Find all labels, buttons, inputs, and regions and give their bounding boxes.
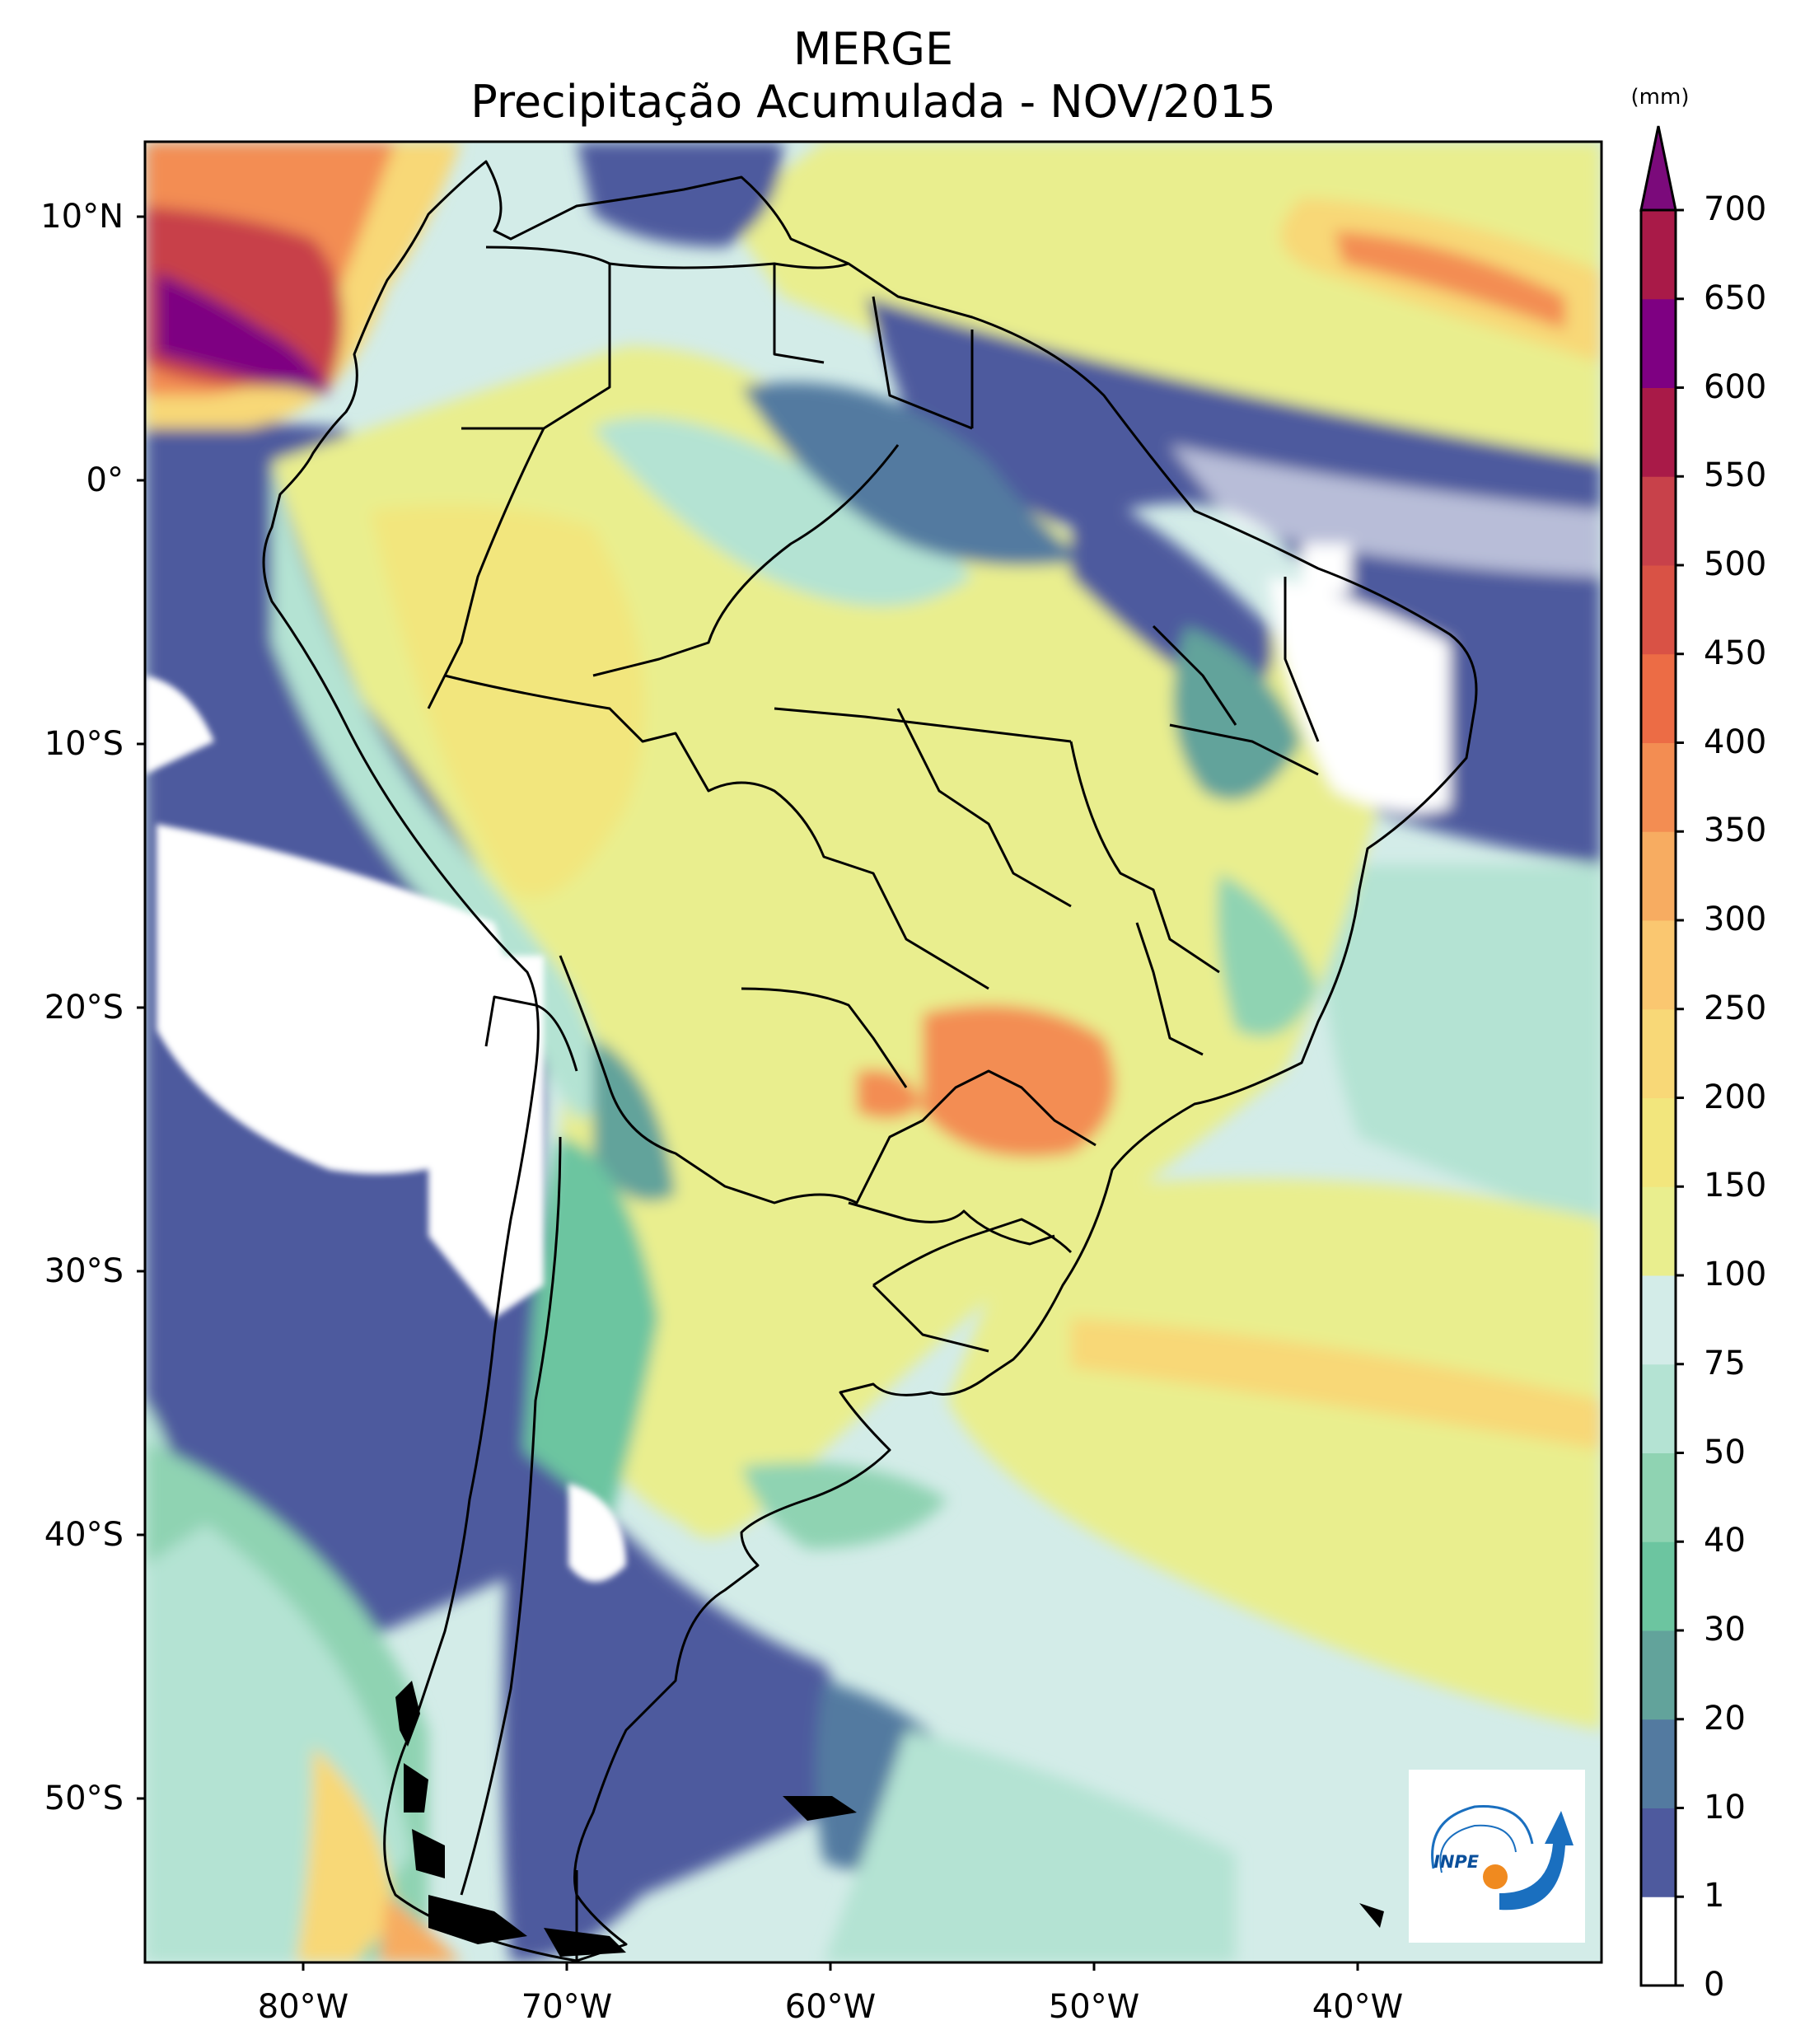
colorbar-level-label: 20 xyxy=(1704,1699,1746,1738)
lon-label-80w: 80°W xyxy=(257,1988,349,2026)
colorbar-level-label: 550 xyxy=(1704,456,1767,495)
colorbar-level-label: 250 xyxy=(1704,989,1767,1027)
colorbar-level-label: 150 xyxy=(1704,1167,1767,1205)
colorbar-level-label: 600 xyxy=(1704,367,1767,406)
colorbar-segment xyxy=(1641,565,1676,655)
colorbar-segment xyxy=(1641,920,1676,1010)
south-america-outline xyxy=(262,160,1478,1962)
inpe-logo-graphic xyxy=(1431,1805,1574,1911)
colorbar-level-label: 50 xyxy=(1704,1433,1746,1471)
colorbar-segment xyxy=(1641,1897,1676,1986)
colorbar-level-label: 0 xyxy=(1704,1966,1725,2004)
colorbar-level-label: 10 xyxy=(1704,1788,1746,1827)
colorbar-segment xyxy=(1641,653,1676,743)
colorbar-segment xyxy=(1641,298,1676,388)
lon-label-60w: 60°W xyxy=(784,1988,877,2026)
colorbar-level-label: 100 xyxy=(1704,1256,1767,1293)
lon-label-40w: 40°W xyxy=(1312,1988,1404,2026)
colorbar-extend-arrow xyxy=(1639,125,1677,212)
colorbar-level-label: 500 xyxy=(1704,545,1767,583)
colorbar-segment xyxy=(1641,1630,1676,1720)
lat-label-10s: 10°S xyxy=(44,725,124,763)
colorbar-segment xyxy=(1641,1363,1676,1453)
colorbar-level-label: 1 xyxy=(1704,1877,1725,1915)
colorbar-level-label: 30 xyxy=(1704,1611,1746,1649)
colorbar-segment xyxy=(1641,831,1676,921)
colorbar-segment xyxy=(1641,1097,1676,1187)
colorbar-segment xyxy=(1641,476,1676,566)
colorbar-level-label: 200 xyxy=(1704,1078,1767,1116)
colorbar-level-label: 700 xyxy=(1704,190,1767,228)
lat-label-0: 0° xyxy=(86,461,124,499)
inpe-logo-text: INPE xyxy=(1433,1852,1480,1872)
coastline-borders xyxy=(262,160,1478,1962)
colorbar-segment xyxy=(1641,1452,1676,1542)
map-subtitle: Precipitação Acumulada - NOV/2015 xyxy=(470,76,1276,128)
colorbar-level-label: 300 xyxy=(1704,900,1767,938)
title-block: MERGE Precipitação Acumulada - NOV/2015 xyxy=(145,0,1602,140)
lat-label-20s: 20°S xyxy=(44,989,124,1027)
colorbar-segment xyxy=(1641,1186,1676,1276)
lat-label-10n: 10°N xyxy=(40,198,124,236)
colorbar-segment xyxy=(1641,210,1676,300)
map-ticks xyxy=(137,215,1359,1971)
colorbar-segment xyxy=(1641,1541,1676,1631)
inpe-logo: INPE xyxy=(1409,1770,1585,1943)
patagonia-islands xyxy=(395,1681,1384,1957)
colorbar-segment xyxy=(1641,1719,1676,1808)
lon-label-50w: 50°W xyxy=(1048,1988,1140,2026)
colorbar-segment xyxy=(1641,387,1676,477)
colorbar-level-label: 40 xyxy=(1704,1522,1746,1560)
inpe-logo-circle xyxy=(1483,1864,1508,1889)
colorbar-level-label: 400 xyxy=(1704,723,1767,761)
colorbar-level-label: 75 xyxy=(1704,1344,1746,1382)
colorbar-segment xyxy=(1641,1275,1676,1365)
colorbar-level-label: 650 xyxy=(1704,278,1767,317)
colorbar-segment xyxy=(1641,742,1676,832)
colorbar-segment xyxy=(1641,1008,1676,1098)
lat-label-40s: 40°S xyxy=(44,1516,124,1554)
colorbar xyxy=(1639,125,1684,1987)
lat-label-30s: 30°S xyxy=(44,1252,124,1290)
colorbar-segment xyxy=(1641,1808,1676,1897)
lat-label-50s: 50°S xyxy=(44,1780,124,1817)
precipitation-field xyxy=(145,142,1602,1962)
map-frame xyxy=(143,140,1603,1964)
colorbar-level-label: 450 xyxy=(1704,634,1767,672)
colorbar-unit-label: (mm) xyxy=(1630,85,1690,110)
colorbar-level-label: 350 xyxy=(1704,812,1767,850)
lon-label-70w: 70°W xyxy=(521,1988,613,2026)
map-title: MERGE xyxy=(793,23,954,75)
